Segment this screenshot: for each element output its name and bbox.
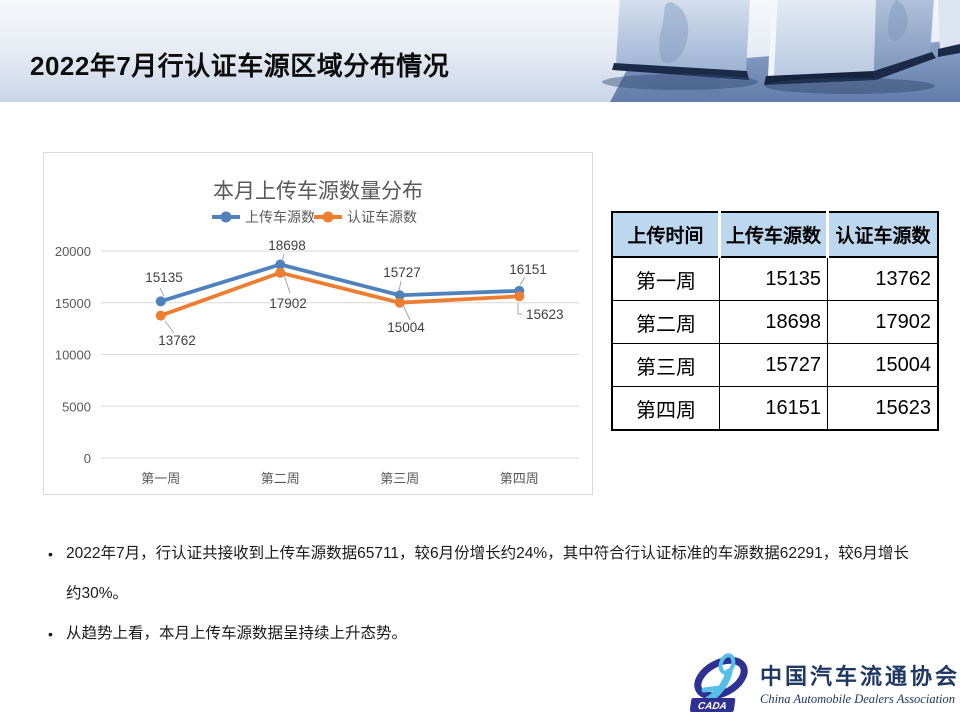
legend-label: 认证车源数 <box>347 209 417 225</box>
legend-marker-icon <box>220 211 232 223</box>
series-line <box>158 270 522 318</box>
notes-list: • 2022年7月，行认证共接收到上传车源数据65711，较6月份增长约24%，其… <box>48 534 914 654</box>
table-cell: 第三周 <box>611 343 720 387</box>
label-leader-line <box>159 287 165 297</box>
table-cell: 15623 <box>827 386 939 431</box>
data-label: 17902 <box>269 296 307 311</box>
label-leader-line <box>283 274 291 294</box>
label-leader-line <box>519 276 526 286</box>
x-axis-tick-label: 第二周 <box>261 471 300 486</box>
x-axis-tick-label: 第四周 <box>500 471 539 486</box>
data-point-marker <box>394 297 405 308</box>
table-header-cell: 上传车源数 <box>718 212 829 258</box>
bullet-icon: • <box>48 626 53 642</box>
note-item: • 从趋势上看，本月上传车源数据呈持续上升态势。 <box>48 614 914 654</box>
legend-label: 上传车源数 <box>245 209 315 225</box>
label-leader-line <box>517 303 522 315</box>
y-axis-tick-label: 15000 <box>55 296 91 311</box>
cada-logo-icon: CADA <box>690 653 748 712</box>
table-cell: 15135 <box>719 256 828 301</box>
table-cell: 第一周 <box>611 256 720 301</box>
data-point-marker <box>275 267 286 278</box>
bullet-icon: • <box>48 546 53 562</box>
data-point-marker <box>275 259 286 270</box>
cubes-decoration-image <box>602 0 960 102</box>
table-body: 第一周 15135 13762 第二周 18698 17902 第三周 15727 15004 第… <box>611 256 939 431</box>
series-line <box>158 262 522 304</box>
table-cell: 第二周 <box>611 300 720 344</box>
data-point-marker <box>394 290 405 301</box>
table-header-cell: 认证车源数 <box>826 212 938 258</box>
table-head: 上传时间 上传车源数 认证车源数 <box>612 212 938 258</box>
table-row: 第二周 18698 17902 <box>611 300 939 344</box>
data-point-marker <box>514 291 525 302</box>
data-label: 16151 <box>509 262 547 277</box>
data-point-marker <box>155 296 166 307</box>
x-axis-tick-label: 第三周 <box>380 471 419 486</box>
y-axis-tick-label: 10000 <box>55 348 91 363</box>
data-label: 13762 <box>158 333 196 348</box>
data-label: 15004 <box>387 320 425 335</box>
note-item: • 2022年7月，行认证共接收到上传车源数据65711，较6月份增长约24%，其… <box>48 534 914 614</box>
table-cell: 18698 <box>719 300 828 344</box>
note-text: 从趋势上看，本月上传车源数据呈持续上升态势。 <box>66 625 408 642</box>
data-label: 18698 <box>268 238 306 253</box>
table-row: 第四周 16151 15623 <box>611 386 939 431</box>
y-axis-tick-label: 0 <box>84 451 91 466</box>
label-leader-line <box>398 280 402 292</box>
legend-marker-icon <box>322 211 334 223</box>
logo: CADA 中国汽车流通协会 China Automobile Dealers A… <box>690 652 957 714</box>
note-text: 2022年7月，行认证共接收到上传车源数据65711，较6月份增长约24%，其中… <box>66 545 909 602</box>
table-header-cell: 上传时间 <box>612 212 721 258</box>
table-cell: 17902 <box>827 300 939 344</box>
y-axis-tick-label: 20000 <box>55 244 91 259</box>
table-row: 第一周 15135 13762 <box>611 256 939 301</box>
label-leader-line <box>164 320 175 334</box>
table-row: 第三周 15727 15004 <box>611 343 939 387</box>
label-leader-line <box>281 253 285 263</box>
table-cell: 第四周 <box>611 386 720 431</box>
logo-name-cn: 中国汽车流通协会 <box>760 664 960 690</box>
chart-title: 本月上传车源数量分布 <box>213 180 423 203</box>
header-banner: 2022年7月行认证车源区域分布情况 <box>0 0 960 102</box>
cada-badge-text: CADA <box>697 701 727 712</box>
logo-name-en: China Automobile Dealers Association <box>760 692 956 706</box>
data-point-marker <box>155 310 166 321</box>
table-cell: 15004 <box>827 343 939 387</box>
table-cell: 13762 <box>827 256 939 301</box>
data-label: 15135 <box>145 270 183 285</box>
label-leader-line <box>402 304 411 321</box>
page-title: 2022年7月行认证车源区域分布情况 <box>30 51 450 81</box>
chart-card: 本月上传车源数量分布上传车源数 认证车源数 0 5000 10000 15000 20000… <box>43 152 593 495</box>
data-label: 15727 <box>383 265 421 280</box>
table-cell: 15727 <box>719 343 828 387</box>
data-table: 上传时间 上传车源数 认证车源数 第一周 15135 13762 第二周 18698 1790… <box>611 211 939 431</box>
y-axis-tick-label: 5000 <box>62 399 91 414</box>
x-axis-tick-label: 第一周 <box>141 471 180 486</box>
data-label: 15623 <box>526 307 564 322</box>
table-cell: 16151 <box>719 386 828 431</box>
